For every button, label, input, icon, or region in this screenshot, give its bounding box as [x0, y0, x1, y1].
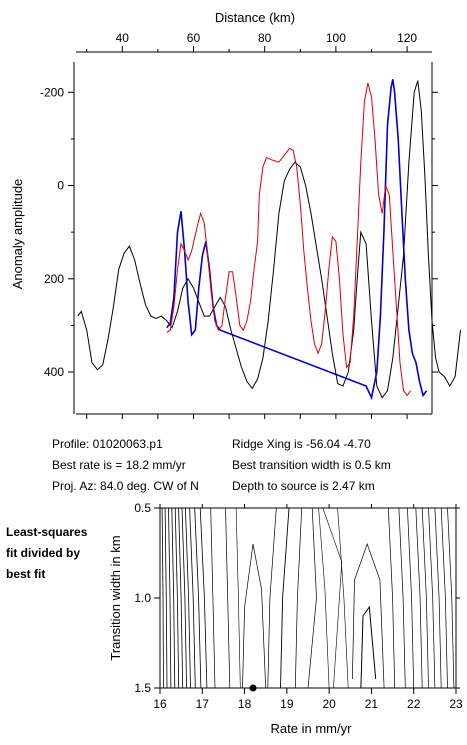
ridge-xing-text: Ridge Xing is -56.04 -4.70 — [232, 437, 371, 451]
contour-line — [185, 507, 191, 689]
model-alt-line — [166, 82, 412, 397]
top-x-tick-label: 80 — [258, 31, 272, 45]
top-y-axis-label: Anomaly amplitude — [10, 179, 25, 290]
bottom-y-tick-label: 1.5 — [134, 681, 151, 695]
best-rate-text: Best rate is = 18.2 mm/yr — [52, 458, 186, 472]
best-fit-marker — [249, 684, 257, 692]
profile-text: Profile: 01020063.p1 — [52, 437, 163, 451]
contour-line — [242, 543, 267, 689]
top-y-tick-label: -200 — [40, 85, 64, 99]
contour-line — [307, 507, 317, 689]
depth-text: Depth to source is 2.47 km — [232, 479, 375, 493]
contour-line — [210, 507, 216, 689]
contour-line — [318, 507, 330, 689]
side-label-line-2: fit divided by — [6, 546, 81, 560]
bottom-tick-group: 16 17 18 19 20 21 22 23 1.5 1.0 0.5 — [134, 501, 463, 711]
top-tick-group: 40 60 80 100 120 400 200 0 -200 — [40, 31, 438, 419]
contour-line — [267, 507, 277, 689]
bottom-x-tick-label: 16 — [153, 697, 167, 711]
contour-line — [440, 507, 448, 689]
bottom-y-axis-label: Transition width in km — [108, 535, 123, 660]
bottom-x-tick-label: 23 — [449, 697, 463, 711]
contour-lines — [161, 507, 455, 689]
contour-line — [360, 605, 377, 689]
contour-line — [171, 507, 176, 689]
side-label-line-3: best fit — [6, 567, 46, 581]
bottom-chart: 16 17 18 19 20 21 22 231.51.00.5 Rate in mm/yr … — [108, 501, 463, 736]
contour-line — [294, 507, 303, 689]
top-x-axis-label: Distance (km) — [215, 10, 295, 25]
bottom-x-tick-label: 21 — [365, 697, 379, 711]
contour-line — [199, 507, 208, 689]
bottom-y-tick-label: 0.5 — [134, 501, 151, 515]
bottom-x-tick-label: 17 — [196, 697, 210, 711]
contour-line — [398, 507, 406, 689]
bottom-y-tick-label: 1.0 — [134, 591, 151, 605]
top-x-tick-label: 40 — [116, 31, 130, 45]
top-chart: Distance (km) Anomaly amplitude 40 60 80 10… — [10, 10, 461, 419]
contour-line — [194, 507, 202, 689]
top-x-tick-label: 120 — [397, 31, 417, 45]
top-series-group — [77, 79, 461, 401]
contour-line — [189, 507, 196, 689]
bottom-x-tick-label: 20 — [322, 697, 336, 711]
observed-anomaly-line — [77, 80, 461, 399]
contour-line — [337, 507, 349, 689]
contour-line — [161, 507, 164, 689]
contour-line — [434, 507, 442, 689]
contour-line — [407, 507, 415, 689]
contour-line — [280, 507, 290, 689]
contour-line — [168, 507, 172, 689]
bottom-x-tick-label: 18 — [238, 697, 252, 711]
contour-line — [447, 507, 455, 689]
contour-line — [415, 507, 423, 689]
contour-line — [387, 507, 396, 689]
side-label-line-1: Least-squares — [6, 525, 88, 539]
contour-line — [428, 507, 436, 689]
bottom-x-axis-label: Rate in mm/yr — [271, 721, 353, 736]
contour-line — [178, 507, 184, 689]
top-y-tick-label: 0 — [57, 179, 64, 193]
contour-line — [181, 507, 187, 689]
bottom-x-tick-label: 19 — [280, 697, 294, 711]
contour-line — [352, 542, 385, 689]
proj-az-text: Proj. Az: 84.0 deg. CW of N — [52, 479, 199, 493]
contour-line — [235, 507, 241, 689]
contour-line — [322, 507, 343, 689]
best-transition-text: Best transition width is 0.5 km — [232, 458, 391, 472]
top-y-tick-label: 200 — [44, 272, 64, 286]
contour-line — [164, 507, 168, 689]
model-fit-line — [166, 79, 428, 401]
top-x-tick-label: 100 — [326, 31, 346, 45]
contour-line — [421, 507, 429, 689]
contour-line — [174, 507, 180, 689]
bottom-x-tick-label: 22 — [407, 697, 421, 711]
top-y-tick-label: 400 — [44, 365, 64, 379]
top-x-tick-label: 60 — [187, 31, 201, 45]
contour-line — [225, 507, 231, 689]
